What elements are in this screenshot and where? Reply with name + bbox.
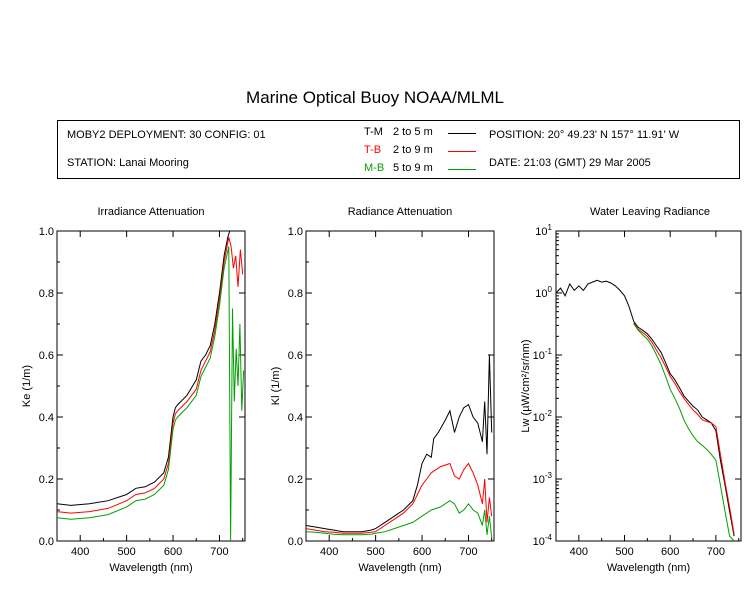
- irradiance-xtick-label: 500: [117, 546, 135, 558]
- legend-line-tb: [448, 151, 476, 152]
- water-leaving-ytick-label: 10-1: [533, 347, 553, 362]
- irradiance-xtick-label: 700: [210, 546, 228, 558]
- main-title: Marine Optical Buoy NOAA/MLML: [246, 88, 504, 107]
- irradiance-ytick-label: 0.8: [39, 288, 54, 300]
- radiance-xtick-label: 700: [459, 546, 477, 558]
- water-leaving-xtick-label: 600: [661, 546, 679, 558]
- radiance-ytick-label: 0.6: [288, 350, 303, 362]
- irradiance-series-mb: [57, 246, 245, 541]
- irradiance-ytick-label: 1.0: [39, 226, 54, 238]
- irradiance-ytick-label: 0.2: [39, 474, 54, 486]
- water-leaving-ytick-label: 10-3: [533, 471, 553, 486]
- water-leaving-series-tb: [633, 322, 735, 534]
- station-text: STATION: Lanai Mooring: [67, 157, 189, 169]
- irradiance-ytick-label: 0.0: [39, 536, 54, 548]
- water-leaving-ytick-label: 100: [535, 285, 552, 300]
- legend-range-tm: 2 to 5 m: [393, 126, 433, 138]
- legend-range-mb: 5 to 9 m: [393, 162, 433, 174]
- irradiance-plot-frame: [56, 230, 246, 542]
- chart-title-water-leaving: Water Leaving Radiance: [589, 206, 711, 218]
- radiance-xlabel: Wavelength (nm): [358, 562, 441, 574]
- water-leaving-ylabel: Lw (µW/cm²/sr/nm): [520, 339, 532, 432]
- radiance-xtick-label: 500: [366, 546, 384, 558]
- water-leaving-series-mb: [633, 323, 735, 541]
- irradiance-ytick-label: 0.6: [39, 350, 54, 362]
- irradiance-xlabel: Wavelength (nm): [109, 562, 192, 574]
- irradiance-xtick-label: 400: [71, 546, 89, 558]
- water-leaving-xtick-label: 400: [570, 546, 588, 558]
- water-leaving-ytick-label: 10-2: [533, 409, 553, 424]
- water-leaving-plot-frame: [555, 230, 742, 542]
- radiance-ytick-label: 0.8: [288, 288, 303, 300]
- radiance-series-tm: [306, 354, 493, 533]
- legend-code-tm: T-M: [364, 126, 383, 138]
- irradiance-series-tb: [57, 237, 244, 514]
- irradiance-xtick-label: 600: [164, 546, 182, 558]
- date-text: DATE: 21:03 (GMT) 29 Mar 2005: [489, 157, 651, 169]
- radiance-series-mb: [306, 500, 493, 538]
- radiance-ylabel: Kl (1/m): [270, 367, 282, 406]
- radiance-xtick-label: 400: [320, 546, 338, 558]
- water-leaving-series-tm: [556, 279, 735, 537]
- legend-line-tm: [448, 133, 476, 134]
- irradiance-ylabel: Ke (1/m): [21, 365, 33, 407]
- radiance-ytick-label: 0.0: [288, 536, 303, 548]
- radiance-ytick-label: 0.4: [288, 412, 303, 424]
- irradiance-ytick-label: 0.4: [39, 412, 54, 424]
- radiance-xtick-label: 600: [413, 546, 431, 558]
- irradiance-series-tm: [57, 231, 231, 506]
- deployment-text: MOBY2 DEPLOYMENT: 30 CONFIG: 01: [67, 129, 266, 141]
- legend-code-tb: T-B: [364, 144, 382, 156]
- legend-line-mb: [448, 169, 476, 170]
- position-text: POSITION: 20° 49.23' N 157° 11.91' W: [489, 129, 680, 141]
- water-leaving-ytick-label: 101: [535, 223, 552, 238]
- info-box: MOBY2 DEPLOYMENT: 30 CONFIG: 01 STATION:…: [57, 120, 740, 179]
- water-leaving-ytick-label: 10-4: [533, 533, 553, 548]
- legend-range-tb: 2 to 9 m: [393, 144, 433, 156]
- radiance-ytick-label: 1.0: [288, 226, 303, 238]
- radiance-ytick-label: 0.2: [288, 474, 303, 486]
- chart-title-radiance: Radiance Attenuation: [347, 206, 453, 218]
- chart-title-irradiance: Irradiance Attenuation: [97, 206, 205, 218]
- water-leaving-xlabel: Wavelength (nm): [607, 562, 690, 574]
- radiance-plot-frame: [305, 230, 495, 542]
- water-leaving-xtick-label: 700: [707, 546, 725, 558]
- legend-code-mb: M-B: [364, 162, 385, 174]
- radiance-series-tb: [306, 462, 493, 534]
- water-leaving-xtick-label: 500: [615, 546, 633, 558]
